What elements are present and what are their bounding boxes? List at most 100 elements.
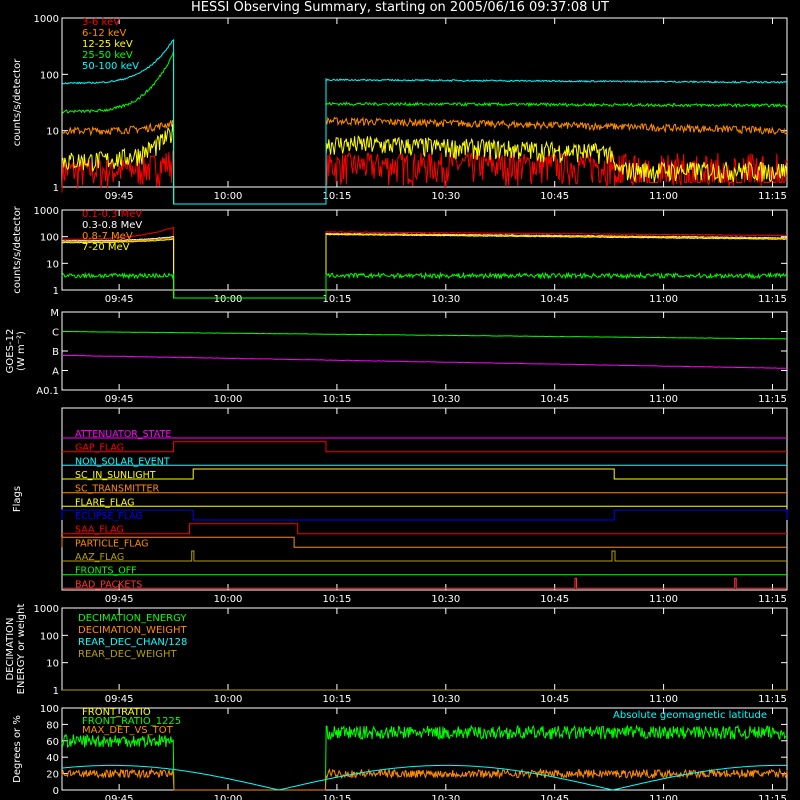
x-tick-label: 10:15 bbox=[323, 694, 352, 705]
y-tick-label: 100 bbox=[40, 631, 59, 642]
y-axis-label-2: (W m⁻²) bbox=[16, 331, 27, 371]
flag-label: AAZ_FLAG bbox=[75, 552, 124, 563]
x-tick-label: 10:45 bbox=[540, 594, 569, 605]
y-tick-label: 0 bbox=[53, 786, 59, 797]
x-tick-label: 09:45 bbox=[105, 294, 134, 305]
x-tick-label: 10:30 bbox=[431, 594, 460, 605]
flag-label: SAA_FLAG bbox=[75, 525, 124, 536]
axes-frame bbox=[61, 311, 788, 391]
y-tick-label: 100 bbox=[40, 233, 59, 244]
flag-label: SC_IN_SUNLIGHT bbox=[75, 470, 156, 481]
panel-flags: 09:45 10:00 10:15 10:30 10:45 11:00 11:15 Flags… bbox=[12, 407, 788, 605]
panel-decim: 09:45 10:00 10:15 10:30 10:45 11:00 11:15 1 10 10… bbox=[5, 604, 788, 705]
y-tick-label: 1 bbox=[53, 686, 59, 697]
x-tick-label: 11:00 bbox=[649, 294, 678, 305]
y-tick-label: 40 bbox=[46, 753, 59, 764]
axes-frame bbox=[61, 707, 788, 791]
x-tick-label: 10:00 bbox=[214, 394, 243, 405]
x-tick-label: 10:45 bbox=[540, 294, 569, 305]
flag-line-saa-flag bbox=[62, 523, 787, 535]
series-line-0-5-4-a bbox=[62, 354, 788, 369]
legend-entry: DECIMATION_WEIGHT bbox=[78, 625, 187, 636]
legend-entry: 0.1-0.3 MeV bbox=[82, 209, 142, 220]
series-line-0-8-7-mev bbox=[61, 233, 787, 299]
legend-entry: 7-20 MeV bbox=[82, 242, 130, 253]
x-tick-label: 11:00 bbox=[649, 794, 678, 800]
series-line-max-det-vs-tot bbox=[61, 767, 788, 791]
x-tick-label: 10:45 bbox=[540, 191, 569, 202]
panel-highE: 09:45 10:00 10:15 10:30 10:45 11:00 11:15 1 10 10… bbox=[12, 205, 788, 305]
y-tick-label: 1 bbox=[53, 286, 59, 297]
x-tick-label: 10:15 bbox=[323, 394, 352, 405]
series-line-0-1-0-3-mev bbox=[61, 226, 788, 299]
series-line-0-3-0-8-mev bbox=[61, 232, 787, 299]
x-tick-label: 09:45 bbox=[105, 794, 134, 800]
series-line-25-50-kev bbox=[61, 51, 788, 205]
y-tick-label: C bbox=[52, 328, 59, 339]
legend-entry: 50-100 keV bbox=[82, 61, 139, 72]
y-tick-label: 1000 bbox=[34, 14, 59, 25]
axes-frame bbox=[61, 17, 788, 188]
flag-line-particle-flag bbox=[61, 536, 787, 548]
x-tick-label: 10:30 bbox=[431, 191, 460, 202]
panel-goes: 09:45 10:00 10:15 10:30 10:45 11:00 11:15 A0.1 A… bbox=[5, 308, 788, 405]
x-tick-label: 11:15 bbox=[758, 394, 787, 405]
flag-label: SC_TRANSMITTER bbox=[75, 484, 160, 495]
y-axis-label: GOES-12 bbox=[5, 329, 16, 374]
legend-entry: 6-12 keV bbox=[82, 28, 126, 39]
panel-ratio: 09:45 10:00 10:15 10:30 10:45 11:00 11:15 0 20 40… bbox=[12, 704, 788, 800]
legend-entry: DECIMATION_ENERGY bbox=[78, 613, 187, 624]
legend-entry: MAX_DET_VS_TOT bbox=[82, 725, 174, 736]
legend-entry: 12-25 keV bbox=[82, 39, 133, 50]
y-tick-label: 1000 bbox=[34, 604, 59, 615]
y-tick-label: A bbox=[52, 367, 59, 378]
y-tick-label: 100 bbox=[40, 704, 59, 715]
legend-entry: 25-50 keV bbox=[82, 50, 133, 61]
x-tick-label: 11:15 bbox=[758, 794, 787, 800]
y-axis-label: Flags bbox=[12, 486, 23, 512]
flag-line-sc-in-sunlight bbox=[62, 468, 787, 480]
y-tick-label: 10 bbox=[46, 259, 59, 270]
x-tick-label: 10:00 bbox=[214, 694, 243, 705]
x-tick-label: 11:15 bbox=[758, 294, 787, 305]
y-tick-label: A0.1 bbox=[36, 386, 59, 397]
series-line-6-12-kev bbox=[61, 116, 788, 205]
x-tick-label: 10:15 bbox=[323, 794, 352, 800]
y-tick-label: M bbox=[50, 308, 59, 319]
x-tick-label: 10:30 bbox=[431, 394, 460, 405]
axes-frame bbox=[61, 209, 788, 291]
flag-label: NON_SOLAR_EVENT bbox=[75, 456, 170, 467]
series-line-series-4 bbox=[61, 271, 788, 299]
x-tick-label: 09:45 bbox=[105, 394, 134, 405]
series-line-12-25-kev bbox=[61, 124, 788, 205]
x-tick-label: 11:15 bbox=[758, 191, 787, 202]
legend-entry: REAR_DEC_CHAN/128 bbox=[78, 637, 187, 648]
flag-label: PARTICLE_FLAG bbox=[75, 538, 148, 549]
x-tick-label: 10:45 bbox=[540, 794, 569, 800]
x-tick-label: 10:45 bbox=[540, 694, 569, 705]
y-tick-label: 10 bbox=[46, 127, 59, 138]
x-tick-label: 10:15 bbox=[323, 191, 352, 202]
x-tick-label: 10:00 bbox=[214, 294, 243, 305]
series-line-50-100-kev bbox=[61, 39, 788, 205]
flag-line-aaz-flag bbox=[62, 550, 787, 562]
annotation-label: Absolute geomagnetic latitude bbox=[613, 710, 767, 721]
series-line-1-8-a bbox=[61, 330, 788, 340]
y-tick-label: 1000 bbox=[34, 206, 59, 217]
flag-label: GAP_FLAG bbox=[75, 443, 124, 454]
y-tick-label: 1 bbox=[53, 183, 59, 194]
y-axis-label: Degrees or % bbox=[12, 715, 23, 783]
x-tick-label: 10:45 bbox=[540, 394, 569, 405]
x-tick-label: 10:00 bbox=[214, 594, 243, 605]
y-axis-label-2: ENERGY or weight bbox=[16, 604, 27, 695]
x-tick-label: 09:45 bbox=[105, 694, 134, 705]
x-tick-label: 11:00 bbox=[649, 594, 678, 605]
x-tick-label: 11:00 bbox=[649, 394, 678, 405]
flag-label: ATTENUATOR_STATE bbox=[75, 429, 171, 440]
x-tick-label: 11:00 bbox=[649, 694, 678, 705]
y-tick-label: 100 bbox=[40, 70, 59, 81]
legend-entry: 3-6 keV bbox=[82, 17, 120, 28]
flag-line-bad-packets bbox=[62, 577, 787, 589]
y-tick-label: 80 bbox=[46, 720, 59, 731]
